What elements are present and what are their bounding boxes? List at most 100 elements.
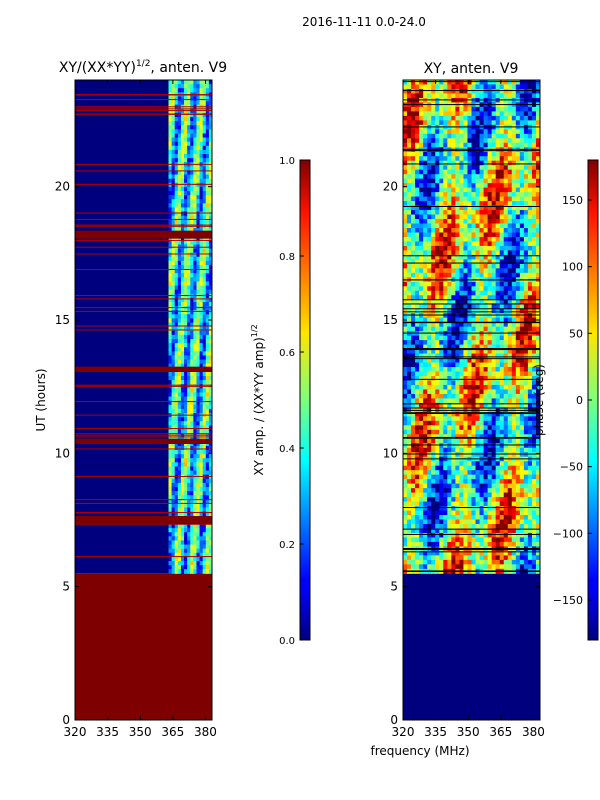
phase-cell — [431, 214, 436, 220]
phase-cell — [535, 183, 540, 189]
phase-cell — [491, 362, 497, 368]
phase-cell — [451, 308, 456, 314]
phase-cell — [411, 290, 416, 296]
phase-cell — [519, 192, 525, 198]
phase-cell — [423, 402, 428, 408]
phase-cell — [523, 290, 529, 296]
phase-cell — [455, 187, 460, 193]
amplitude-cell — [190, 421, 194, 426]
phase-heatmap — [403, 80, 540, 720]
amplitude-cell — [193, 84, 197, 89]
phase-cell — [515, 93, 521, 99]
phase-cell — [411, 483, 416, 489]
amplitude-cell — [177, 347, 182, 352]
phase-cell — [463, 93, 468, 99]
phase-cell — [511, 438, 517, 444]
amplitude-cell — [184, 145, 188, 151]
phase-cell — [415, 443, 420, 449]
amplitude-cell — [208, 458, 212, 463]
phase-cell — [527, 106, 533, 112]
amplitude-cell — [190, 96, 194, 102]
amplitude-cell — [199, 121, 204, 126]
amplitude-cell — [190, 207, 194, 213]
phase-cell — [475, 84, 481, 90]
phase-cell — [439, 201, 444, 207]
amplitude-cell — [202, 474, 207, 480]
phase-cell — [491, 223, 497, 229]
amplitude-cell — [208, 326, 212, 332]
amplitude-cell — [199, 125, 204, 130]
phase-cell — [531, 151, 537, 157]
phase-cell — [455, 281, 460, 287]
amplitude-cell — [177, 199, 182, 204]
phase-cell — [463, 447, 468, 453]
phase-cell — [415, 470, 420, 476]
phase-cell — [503, 138, 509, 144]
phase-cell — [439, 272, 444, 278]
phase-cell — [499, 497, 505, 503]
phase-cell — [431, 492, 436, 498]
amplitude-cell — [184, 565, 188, 570]
amplitude-cell — [208, 536, 212, 541]
phase-cell — [515, 488, 521, 494]
amplitude-cell — [180, 281, 185, 287]
amplitude-cell — [199, 561, 204, 566]
phase-cell — [531, 133, 537, 139]
phase-cell — [467, 138, 472, 144]
amplitude-cell — [190, 203, 194, 208]
phase-cell — [447, 210, 452, 216]
phase-cell — [515, 250, 521, 256]
phase-cell — [519, 492, 525, 498]
phase-cell — [487, 210, 493, 216]
phase-cell — [507, 362, 513, 368]
amplitude-cell — [168, 326, 173, 332]
phase-cell — [463, 111, 468, 117]
phase-cell — [499, 479, 505, 485]
phase-cell — [531, 340, 537, 346]
phase-cell — [415, 160, 420, 166]
phase-cell — [423, 389, 428, 395]
phase-cell — [467, 183, 472, 189]
phase-cell — [523, 232, 529, 238]
phase-cell — [467, 250, 472, 256]
phase-cell — [459, 358, 464, 364]
phase-cell — [491, 317, 497, 323]
phase-cell — [531, 483, 537, 489]
phase-cell — [415, 232, 420, 238]
amplitude-cell — [187, 392, 191, 398]
phase-cell — [419, 389, 424, 395]
phase-cell — [515, 272, 521, 278]
phase-cell — [479, 411, 485, 417]
phase-cell — [519, 340, 525, 346]
amplitude-cell — [199, 429, 204, 435]
amplitude-cell — [205, 240, 210, 245]
phase-cell — [419, 362, 424, 368]
amplitude-cell — [193, 302, 197, 307]
phase-cell — [415, 228, 420, 233]
amplitude-cell — [174, 297, 179, 303]
phase-cell — [423, 192, 428, 198]
amplitude-flag-line — [75, 401, 212, 403]
amplitude-cell — [174, 330, 179, 336]
phase-cell — [443, 389, 448, 395]
amplitude-cell — [199, 145, 204, 151]
phase-cell — [491, 331, 497, 337]
phase-cell — [503, 411, 509, 417]
phase-cell — [535, 156, 540, 162]
phase-cell — [447, 178, 452, 184]
amplitude-cell — [205, 482, 210, 488]
phase-cell — [423, 317, 428, 323]
phase-cell — [427, 411, 432, 417]
phase-cell — [535, 138, 540, 144]
phase-cell — [459, 380, 464, 386]
phase-cell — [503, 97, 509, 103]
phase-cell — [499, 178, 505, 184]
amplitude-cell — [187, 219, 191, 225]
phase-cell — [475, 335, 481, 341]
phase-cell — [407, 228, 412, 233]
phase-cell — [451, 129, 456, 135]
phase-cell — [475, 331, 481, 337]
phase-cell — [459, 501, 464, 507]
amplitude-cell — [199, 466, 204, 472]
amplitude-cell — [193, 339, 197, 344]
